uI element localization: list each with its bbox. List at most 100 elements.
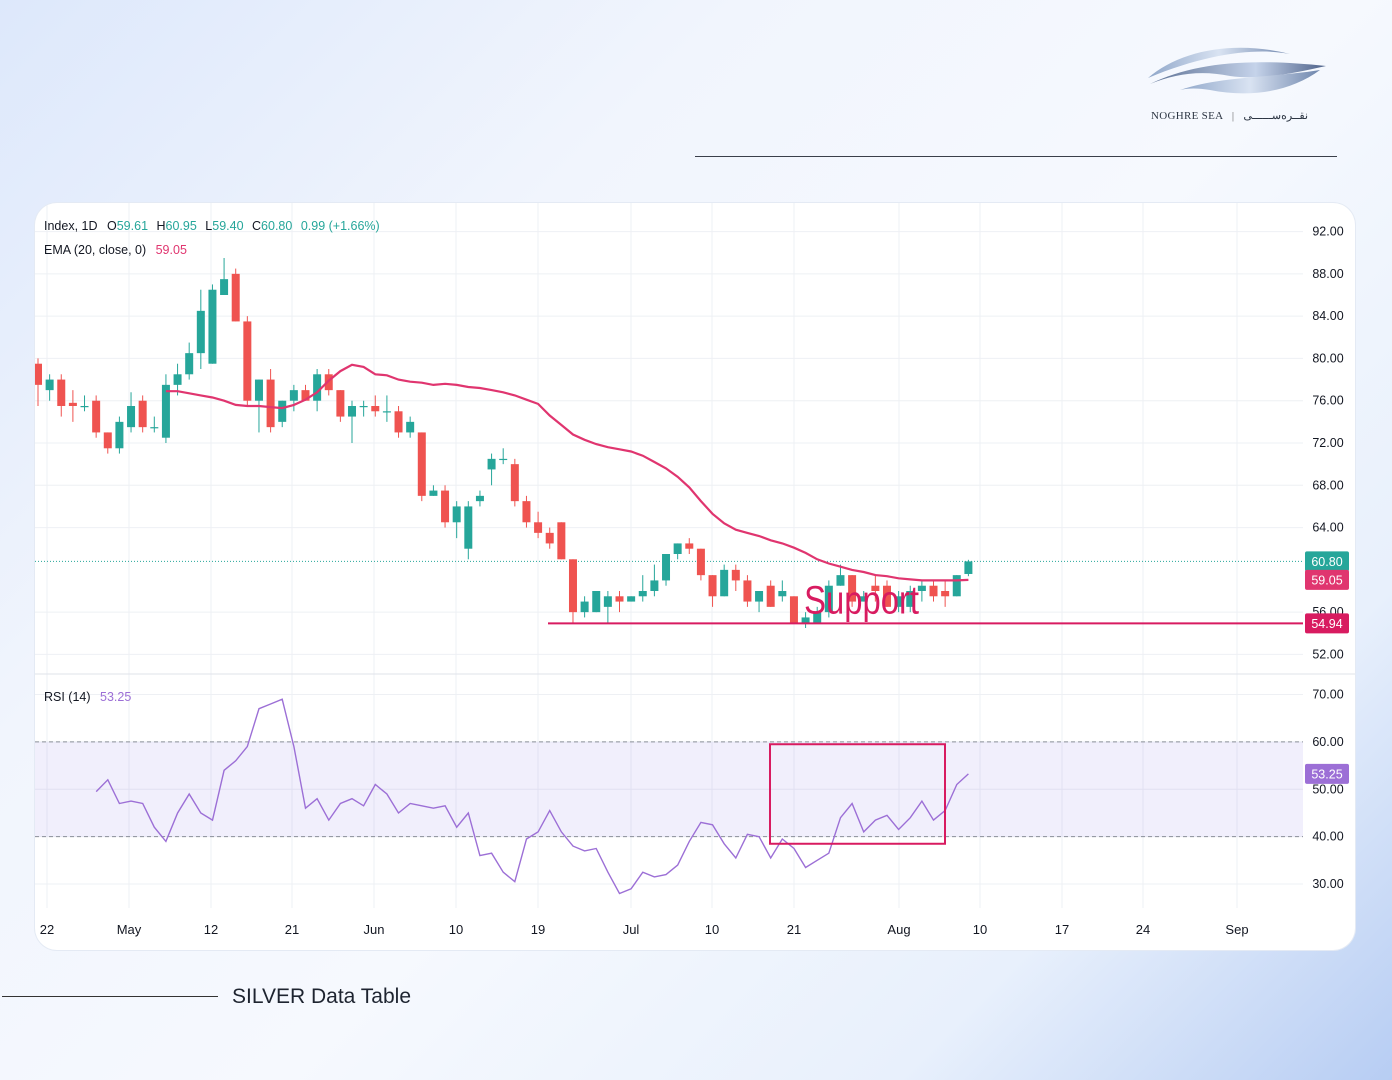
candle [731, 564, 740, 591]
candle-body [778, 591, 787, 597]
price-tick-label: 80.00 [1312, 351, 1343, 365]
candle-body [80, 406, 89, 408]
wave-logo-icon [1148, 47, 1326, 94]
candle-body [685, 543, 694, 549]
candle [580, 596, 589, 618]
candle [336, 390, 345, 422]
candle [557, 522, 566, 560]
candle-body [662, 554, 671, 581]
candle-body [848, 575, 857, 602]
candle-body [592, 591, 601, 613]
candle-body [755, 591, 764, 602]
candle-body [743, 580, 752, 602]
candle-body [429, 490, 438, 496]
price-chart[interactable]: Support 92.00 88.00 84.00 80.00 76.00 72.00 68… [35, 203, 1355, 950]
time-tick-label: 10 [705, 922, 719, 937]
candle [278, 400, 287, 428]
time-tick-label: 21 [285, 922, 299, 937]
candle [592, 591, 601, 613]
candle-body [127, 406, 136, 428]
candle-body [534, 522, 543, 533]
candle [150, 416, 159, 433]
candle [720, 564, 729, 597]
price-tick-label: 64.00 [1312, 521, 1343, 535]
candle [394, 406, 403, 438]
candle [615, 591, 624, 613]
candle [115, 416, 124, 454]
candle [68, 390, 77, 422]
candle-body [859, 596, 868, 602]
candle-body [568, 559, 577, 613]
candle [534, 511, 543, 539]
candle-body [115, 421, 124, 449]
candle [778, 580, 787, 602]
candle [208, 284, 217, 364]
candle-body [359, 406, 368, 408]
ema-line [165, 363, 969, 582]
candle-body [627, 596, 636, 602]
footer-title: SILVER Data Table [232, 985, 411, 1008]
brand-name-latin: NOGHRE SEA [1151, 110, 1223, 122]
candle-body [138, 400, 147, 428]
price-tick-label: 88.00 [1312, 267, 1343, 281]
candle [429, 485, 438, 496]
candle [231, 268, 240, 322]
candle [650, 564, 659, 597]
candle-body [836, 575, 845, 586]
candle-body [371, 406, 380, 412]
candle [836, 564, 845, 586]
candle [673, 543, 682, 560]
candle-body [615, 596, 624, 602]
candle-body [35, 363, 42, 385]
candle-body [68, 402, 77, 406]
candle [941, 580, 950, 607]
candle [510, 458, 519, 507]
candle-body [243, 321, 252, 401]
candle-body [348, 406, 357, 417]
candle [382, 395, 391, 422]
candle [301, 384, 310, 401]
time-tick-label: Aug [887, 922, 910, 937]
candle-body [57, 379, 66, 406]
candle [627, 596, 636, 602]
time-tick-label: 17 [1055, 922, 1069, 937]
candle [417, 432, 426, 502]
rsi-line [95, 698, 969, 895]
candle-body [324, 374, 333, 391]
candle [127, 392, 136, 433]
candle [441, 485, 450, 528]
candle-body [406, 421, 415, 433]
time-tick-label: 24 [1136, 922, 1150, 937]
rsi-tick-label: 50.00 [1312, 782, 1343, 796]
rsi-tick-label: 60.00 [1312, 735, 1343, 749]
candle-body [103, 432, 112, 449]
candle [45, 374, 54, 401]
price-tag [1305, 613, 1349, 634]
candle-body [196, 310, 205, 354]
candle-body [510, 464, 519, 502]
candle-body [941, 591, 950, 597]
time-tick-label: Jul [623, 922, 640, 937]
candle-body [441, 490, 450, 523]
time-tick-label: May [117, 922, 142, 937]
rsi-tick-label: 40.00 [1312, 830, 1343, 844]
candle-body [266, 379, 275, 428]
time-tick-label: 12 [204, 922, 218, 937]
price-tick-label: 84.00 [1312, 309, 1343, 323]
candle-body [673, 543, 682, 554]
candle [755, 591, 764, 613]
candle [952, 575, 961, 597]
candle [662, 554, 671, 586]
candle-body [185, 353, 194, 375]
candle [464, 501, 473, 560]
price-tag [1305, 569, 1349, 590]
candle [348, 400, 357, 443]
candle-body [929, 585, 938, 597]
candle-body [278, 400, 287, 422]
candle-body [650, 580, 659, 591]
price-tick-label: 92.00 [1312, 225, 1343, 239]
candle [789, 596, 798, 623]
candle-body [638, 591, 647, 597]
candle-body [813, 612, 822, 623]
candle [522, 495, 531, 528]
